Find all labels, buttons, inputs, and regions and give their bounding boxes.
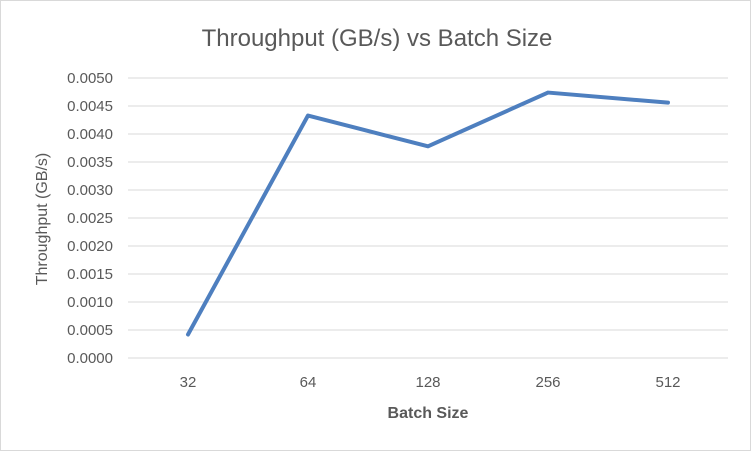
y-tick-label: 0.0040 xyxy=(67,126,113,143)
y-axis-ticks: 0.0000 0.0005 0.0010 0.0015 0.0020 0.0025 0.00… xyxy=(67,70,113,367)
x-axis-title: Batch Size xyxy=(388,405,469,422)
series-layer xyxy=(186,90,670,337)
data-point xyxy=(546,91,550,95)
data-point xyxy=(186,332,190,336)
data-point xyxy=(426,144,430,148)
x-tick-label: 512 xyxy=(655,374,680,391)
x-tick-label: 64 xyxy=(300,374,317,391)
x-axis-ticks: 32 64 128 256 512 xyxy=(180,374,681,391)
x-tick-label: 256 xyxy=(535,374,560,391)
x-tick-label: 128 xyxy=(415,374,440,391)
y-tick-label: 0.0035 xyxy=(67,154,113,171)
y-axis-title: Throughput (GB/s) xyxy=(34,153,51,286)
data-point xyxy=(666,101,670,105)
gridlines xyxy=(128,77,728,359)
y-tick-label: 0.0015 xyxy=(67,266,113,283)
x-tick-label: 32 xyxy=(180,374,197,391)
y-tick-label: 0.0030 xyxy=(67,182,113,199)
chart-title: Throughput (GB/s) vs Batch Size xyxy=(202,25,553,52)
y-tick-label: 0.0000 xyxy=(67,350,113,367)
y-tick-label: 0.0045 xyxy=(67,98,113,115)
y-tick-label: 0.0025 xyxy=(67,210,113,227)
y-tick-label: 0.0010 xyxy=(67,294,113,311)
y-tick-label: 0.0050 xyxy=(67,70,113,87)
series-line xyxy=(186,90,670,337)
y-tick-label: 0.0020 xyxy=(67,238,113,255)
data-point xyxy=(306,114,310,118)
y-tick-label: 0.0005 xyxy=(67,322,113,339)
